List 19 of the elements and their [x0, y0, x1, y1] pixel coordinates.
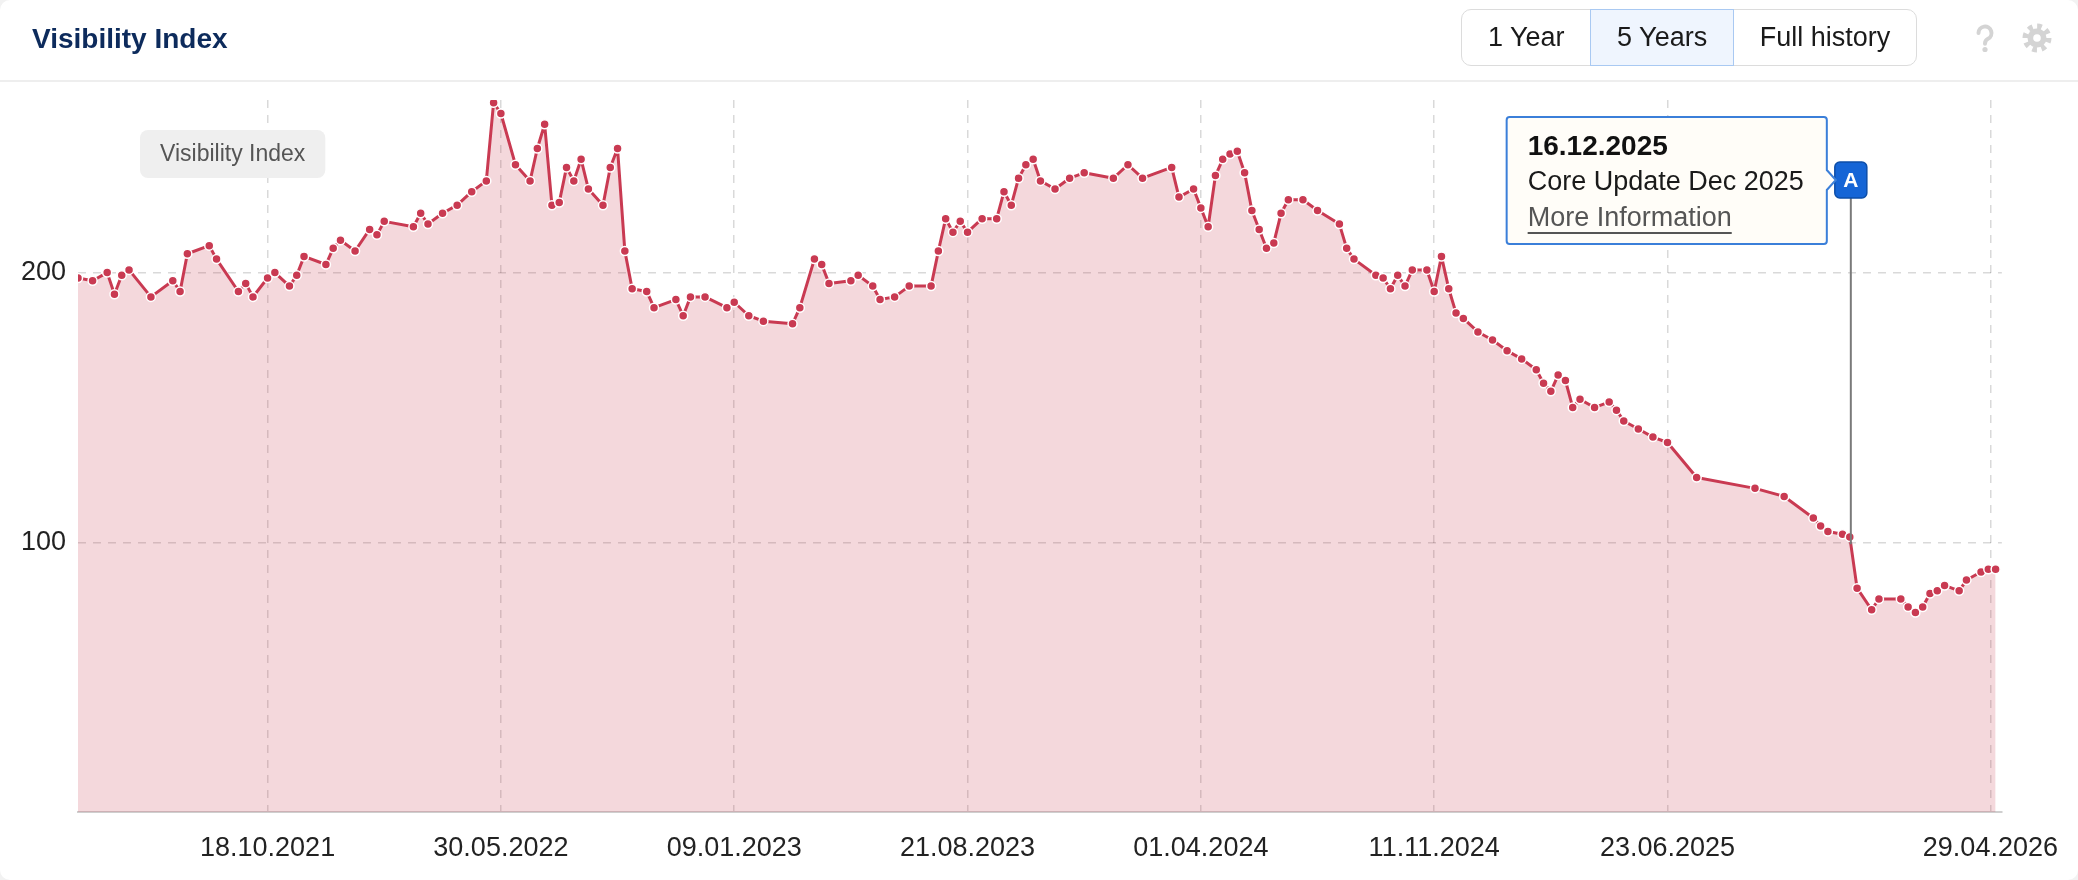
annotation: 16.12.2025 [1527, 129, 1668, 161]
annotation: Visibility Index [160, 140, 306, 167]
x-tick-label: 30.05.2022 [433, 831, 569, 862]
y-tick-label: 100 [20, 525, 66, 556]
x-tick-label: 11.11.2024 [1368, 831, 1500, 862]
x-tick-label: 01.04.2024 [1133, 831, 1269, 862]
range-button: Full history [1732, 9, 1918, 66]
y-tick-label: 200 [20, 256, 66, 287]
x-tick-label: 21.08.2023 [899, 831, 1036, 862]
x-tick-label: 23.06.2025 [1599, 831, 1736, 862]
x-tick-label: 09.01.2023 [666, 831, 802, 862]
range-button: 1 Year [1461, 9, 1592, 66]
x-tick-label: 18.10.2021 [200, 831, 336, 862]
annotation: More Information [1527, 202, 1732, 233]
range-button: 5 Years [1590, 9, 1735, 66]
x-tick-label: 29.04.2026 [1922, 831, 2058, 862]
annotation: A [1843, 167, 1859, 191]
annotation: Core Update Dec 2025 [1527, 166, 1804, 197]
chart-title: Visibility Index [32, 23, 228, 55]
